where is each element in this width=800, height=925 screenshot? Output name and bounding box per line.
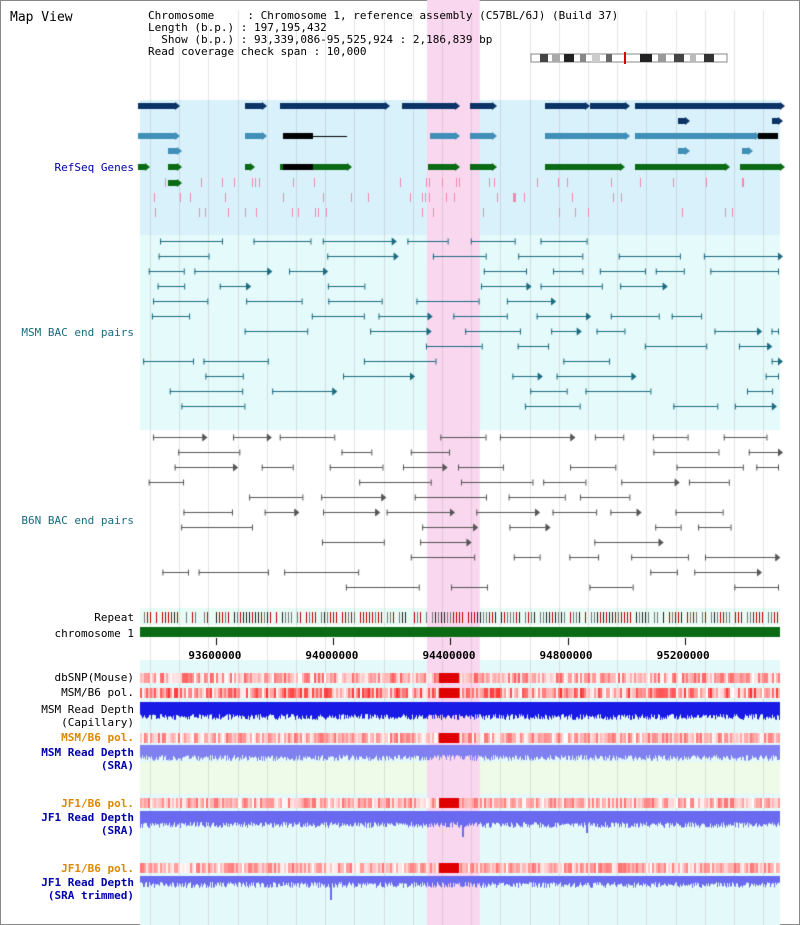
length-line: Length (b.p.) : 197,195,432 bbox=[148, 21, 327, 34]
axis-tick-label: 94000000 bbox=[305, 649, 359, 662]
track-label-jf1-read-depth-sra: JF1 Read Depth (SRA) bbox=[41, 811, 134, 837]
axis-tick-label: 95200000 bbox=[656, 649, 710, 662]
axis-tick-label: 94400000 bbox=[422, 649, 476, 662]
track-label-dbsnp: dbSNP(Mouse) bbox=[54, 671, 134, 684]
track-label-jf1-b6-pol-2: JF1/B6 pol. bbox=[61, 862, 134, 875]
track-label-b6n-bac: B6N BAC end pairs bbox=[21, 514, 134, 527]
chromosome-line: Chromosome : Chromosome 1, reference ass… bbox=[148, 9, 619, 22]
coverage-span-line: Read coverage check span : 10,000 bbox=[148, 45, 367, 58]
axis-tick-label: 94800000 bbox=[539, 649, 593, 662]
ideogram-position-marker bbox=[624, 52, 626, 64]
chromosome-info: Chromosome : Chromosome 1, reference ass… bbox=[148, 10, 618, 58]
track-label-msm-b6-pol: MSM/B6 pol. bbox=[61, 686, 134, 699]
track-label-msm-bac: MSM BAC end pairs bbox=[21, 326, 134, 339]
track-label-refseq-genes: RefSeq Genes bbox=[54, 161, 134, 174]
track-label-msm-read-depth-sra: MSM Read Depth (SRA) bbox=[41, 746, 134, 772]
map-view-title: Map View bbox=[10, 10, 73, 25]
track-label-msm-read-depth-capillary: MSM Read Depth (Capillary) bbox=[41, 703, 134, 729]
axis-tick-label: 93600000 bbox=[188, 649, 242, 662]
track-label-msm-b6-pol-2: MSM/B6 pol. bbox=[61, 731, 134, 744]
track-label-jf1-read-depth-trimmed: JF1 Read Depth (SRA trimmed) bbox=[41, 876, 134, 902]
track-label-repeat: Repeat bbox=[94, 611, 134, 624]
track-label-jf1-b6-pol: JF1/B6 pol. bbox=[61, 797, 134, 810]
chromosome-ideogram[interactable] bbox=[530, 52, 730, 64]
show-range-line: Show (b.p.) : 93,339,086-95,525,924 : 2,… bbox=[148, 33, 493, 46]
track-label-chromosome: chromosome 1 bbox=[54, 627, 134, 640]
